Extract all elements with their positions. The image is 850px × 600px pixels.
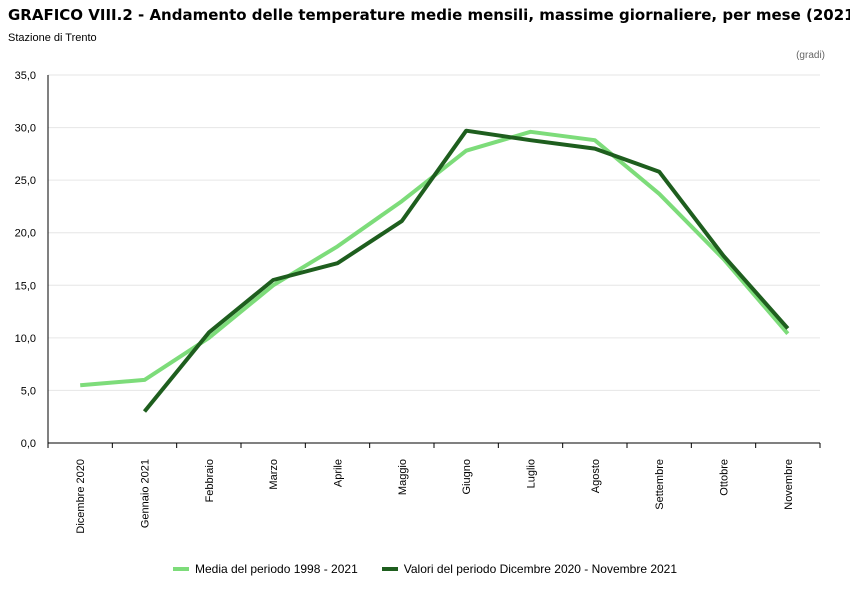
legend-label: Media del periodo 1998 - 2021 <box>194 562 358 576</box>
x-tick-label: Agosto <box>590 459 602 493</box>
y-tick-label: 5,0 <box>21 385 36 397</box>
y-tick-label: 15,0 <box>15 280 36 292</box>
x-tick-label: Giugno <box>461 459 473 494</box>
legend-swatch <box>381 567 398 571</box>
chart-title: GRAFICO VIII.2 - Andamento delle tempera… <box>8 6 850 24</box>
x-tick-label: Novembre <box>783 459 795 510</box>
x-tick-label: Febbraio <box>204 459 216 502</box>
y-tick-label: 0,0 <box>21 438 36 450</box>
y-tick-label: 10,0 <box>15 333 36 345</box>
line-chart: 0,0 5,0 10,0 15,0 20,0 25,0 30,0 35,0 Dicembre … <box>15 70 821 534</box>
legend: Media del periodo 1998 - 2021 Valori del … <box>0 562 850 576</box>
legend-swatch <box>172 567 189 571</box>
legend-label: Valori del periodo Dicembre 2020 - Novem… <box>403 562 678 576</box>
legend-item: Media del periodo 1998 - 2021 <box>172 562 358 576</box>
chart-subtitle: Stazione di Trento <box>8 32 97 44</box>
y-tick-label: 35,0 <box>15 70 36 82</box>
x-tick-label: Maggio <box>397 459 409 495</box>
y-axis-ticks: 0,0 5,0 10,0 15,0 20,0 25,0 30,0 35,0 <box>15 70 36 450</box>
legend-item: Valori del periodo Dicembre 2020 - Novem… <box>381 562 678 576</box>
unit-label: (gradi) <box>796 50 825 61</box>
x-tick-label: Dicembre 2020 <box>75 459 87 534</box>
x-tick-label: Settembre <box>654 459 666 510</box>
series-lines <box>80 128 790 413</box>
y-tick-label: 30,0 <box>15 123 36 135</box>
x-axis-ticks: Dicembre 2020 Gennaio 2021 Febbraio Marzo Ap… <box>75 459 795 534</box>
x-tick-label: Aprile <box>333 459 345 487</box>
y-tick-label: 25,0 <box>15 175 36 187</box>
series-line-1 <box>142 128 790 413</box>
x-tick-label: Marzo <box>268 459 280 490</box>
series-line-0 <box>80 129 790 388</box>
axes <box>47 75 821 448</box>
y-tick-label: 20,0 <box>15 228 36 240</box>
x-tick-label: Gennaio 2021 <box>140 459 152 528</box>
x-tick-label: Ottobre <box>719 459 731 496</box>
grid-lines <box>48 74 820 391</box>
x-tick-label: Luglio <box>526 459 538 488</box>
